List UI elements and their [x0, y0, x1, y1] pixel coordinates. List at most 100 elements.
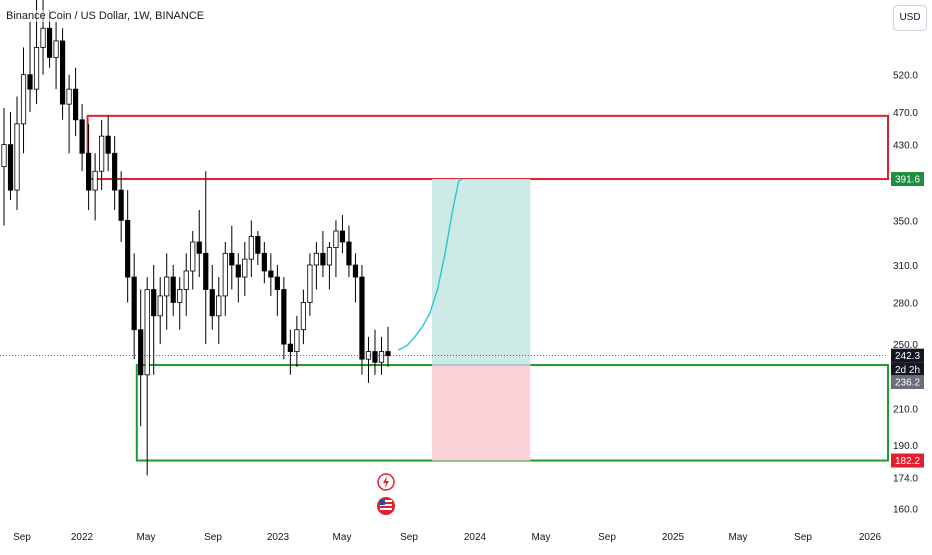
candle[interactable] [209, 265, 215, 330]
candle[interactable] [86, 123, 92, 210]
candle[interactable] [79, 104, 85, 172]
candle-body [40, 27, 46, 48]
candle[interactable] [235, 253, 241, 303]
candle[interactable] [138, 289, 144, 427]
candle[interactable] [183, 253, 189, 316]
candle[interactable] [274, 265, 280, 316]
candle[interactable] [229, 225, 235, 290]
chart-title: Binance Coin / US Dollar, 1W, BINANCE [6, 10, 205, 22]
candle[interactable] [326, 241, 333, 290]
candle[interactable] [287, 329, 293, 375]
candle-body [242, 258, 248, 278]
candle[interactable] [66, 74, 72, 154]
candle[interactable] [333, 220, 339, 278]
candle[interactable] [164, 253, 170, 330]
candle[interactable] [14, 96, 20, 210]
stop-box[interactable] [432, 365, 531, 461]
candle[interactable] [20, 47, 27, 154]
price-badge-bg [891, 348, 924, 363]
candle[interactable] [196, 209, 202, 278]
x-tick-label: 2025 [662, 532, 685, 543]
candle[interactable] [144, 277, 150, 476]
candle[interactable] [190, 231, 196, 290]
currency-button[interactable]: USD [893, 5, 927, 31]
candle[interactable] [352, 253, 359, 303]
candle[interactable] [294, 315, 300, 367]
x-tick-label: Sep [794, 532, 812, 543]
price-badge: 2d 2h [891, 362, 924, 377]
candle[interactable] [320, 231, 326, 278]
candle-body [287, 343, 293, 352]
candle[interactable] [346, 225, 352, 278]
candle[interactable] [359, 265, 365, 375]
candle[interactable] [131, 253, 137, 360]
candle-body [118, 189, 124, 221]
candle-body [157, 295, 163, 317]
candle[interactable] [261, 241, 267, 284]
price-badge: 242.3 [891, 348, 924, 363]
x-tick-label: Sep [204, 532, 222, 543]
candle[interactable] [313, 241, 320, 290]
candle[interactable] [125, 190, 131, 303]
candle[interactable] [203, 171, 209, 345]
candle[interactable] [255, 231, 261, 265]
candle[interactable] [157, 277, 163, 345]
candle[interactable] [92, 153, 98, 221]
price-badge-bg [891, 172, 924, 187]
candle[interactable] [118, 171, 124, 242]
candle[interactable] [151, 265, 157, 375]
candle[interactable] [53, 22, 59, 90]
candle-body [105, 135, 111, 154]
candle[interactable] [177, 277, 183, 330]
candle-body [20, 74, 27, 125]
price-badge-label: 2d 2h [895, 365, 920, 376]
candle[interactable] [105, 115, 111, 172]
candle[interactable] [300, 289, 306, 345]
candle[interactable] [248, 220, 254, 278]
x-tick-label: 2026 [859, 532, 882, 543]
projection-path[interactable] [397, 178, 463, 351]
candle[interactable] [216, 277, 222, 345]
candle-body [203, 252, 209, 290]
candle[interactable] [339, 215, 346, 254]
candle[interactable] [1, 108, 7, 226]
candle[interactable] [27, 22, 33, 112]
candle[interactable] [40, 0, 46, 75]
candle[interactable] [170, 265, 176, 316]
candle[interactable] [72, 67, 79, 137]
candle[interactable] [99, 119, 105, 191]
candle[interactable] [372, 329, 378, 375]
candle[interactable] [242, 241, 248, 296]
candle[interactable] [222, 241, 228, 316]
candle-body [378, 351, 385, 363]
candle[interactable] [281, 277, 287, 360]
candle-body [170, 276, 176, 303]
candle-body [281, 289, 287, 345]
candle[interactable] [112, 136, 118, 210]
candle-body [33, 47, 40, 90]
candle-body [164, 276, 170, 297]
candle-body [372, 351, 378, 363]
flag-icon[interactable] [377, 497, 395, 515]
candle[interactable] [59, 28, 66, 120]
y-tick-label: 430.0 [893, 141, 918, 152]
target-box[interactable] [432, 179, 531, 366]
candle[interactable] [307, 253, 313, 316]
candle[interactable] [268, 253, 274, 296]
candle-body [300, 302, 306, 331]
y-tick-label: 160.0 [893, 504, 918, 515]
candle-body [190, 241, 196, 272]
x-tick-label: May [333, 532, 352, 543]
candle-body [385, 351, 391, 357]
candle-body [7, 144, 14, 191]
candle-body [14, 123, 20, 191]
lightning-icon[interactable] [377, 473, 395, 491]
x-tick-label: May [532, 532, 551, 543]
x-tick-label: Sep [400, 532, 418, 543]
candle[interactable] [7, 111, 14, 200]
candle-body [72, 88, 79, 121]
candle-body [183, 270, 189, 290]
candle-body [268, 270, 274, 278]
candle-body [216, 295, 222, 317]
